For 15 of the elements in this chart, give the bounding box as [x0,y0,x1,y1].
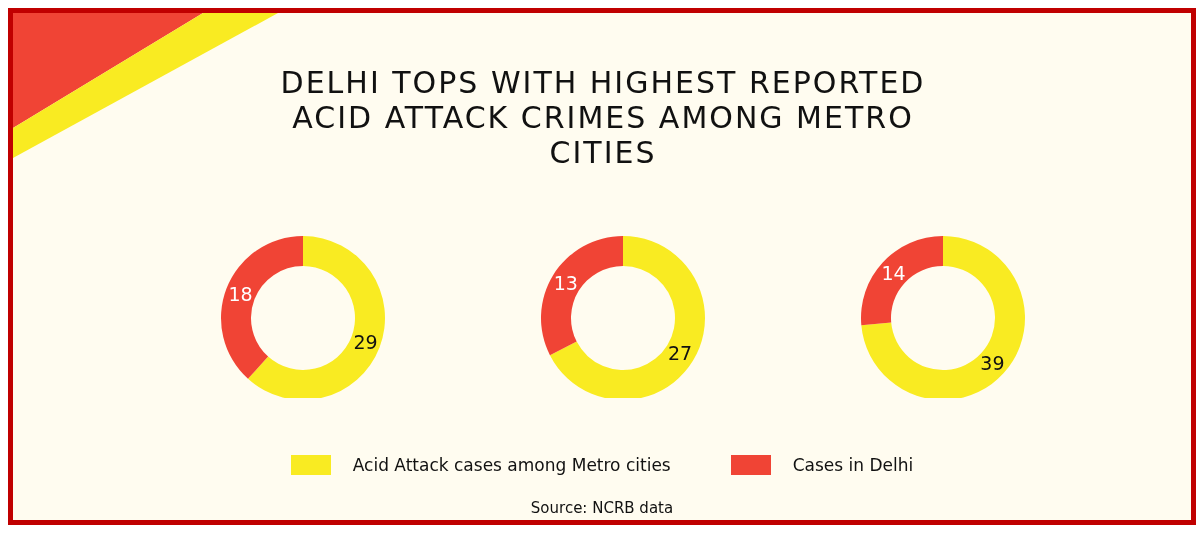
donut-slice [221,236,303,379]
legend-label: Cases in Delhi [792,455,914,475]
data-label: 39 [980,352,1005,375]
donut-slice [861,236,1025,398]
donut-slice [549,236,705,398]
data-label: 27 [668,342,693,365]
legend-label: Acid Attack cases among Metro cities [352,455,671,475]
chart-title: DELHI TOPS WITH HIGHEST REPORTED ACID ATTACK CRIMES AMONG METRO CITIES [279,65,927,170]
data-label: 29 [353,331,378,354]
donut-slice [541,236,623,356]
data-label: 13 [553,271,578,294]
donut-slice [861,236,943,326]
data-label: 14 [881,261,906,284]
source-note: Source: NCRB data [529,499,675,517]
data-label: 18 [228,282,253,305]
